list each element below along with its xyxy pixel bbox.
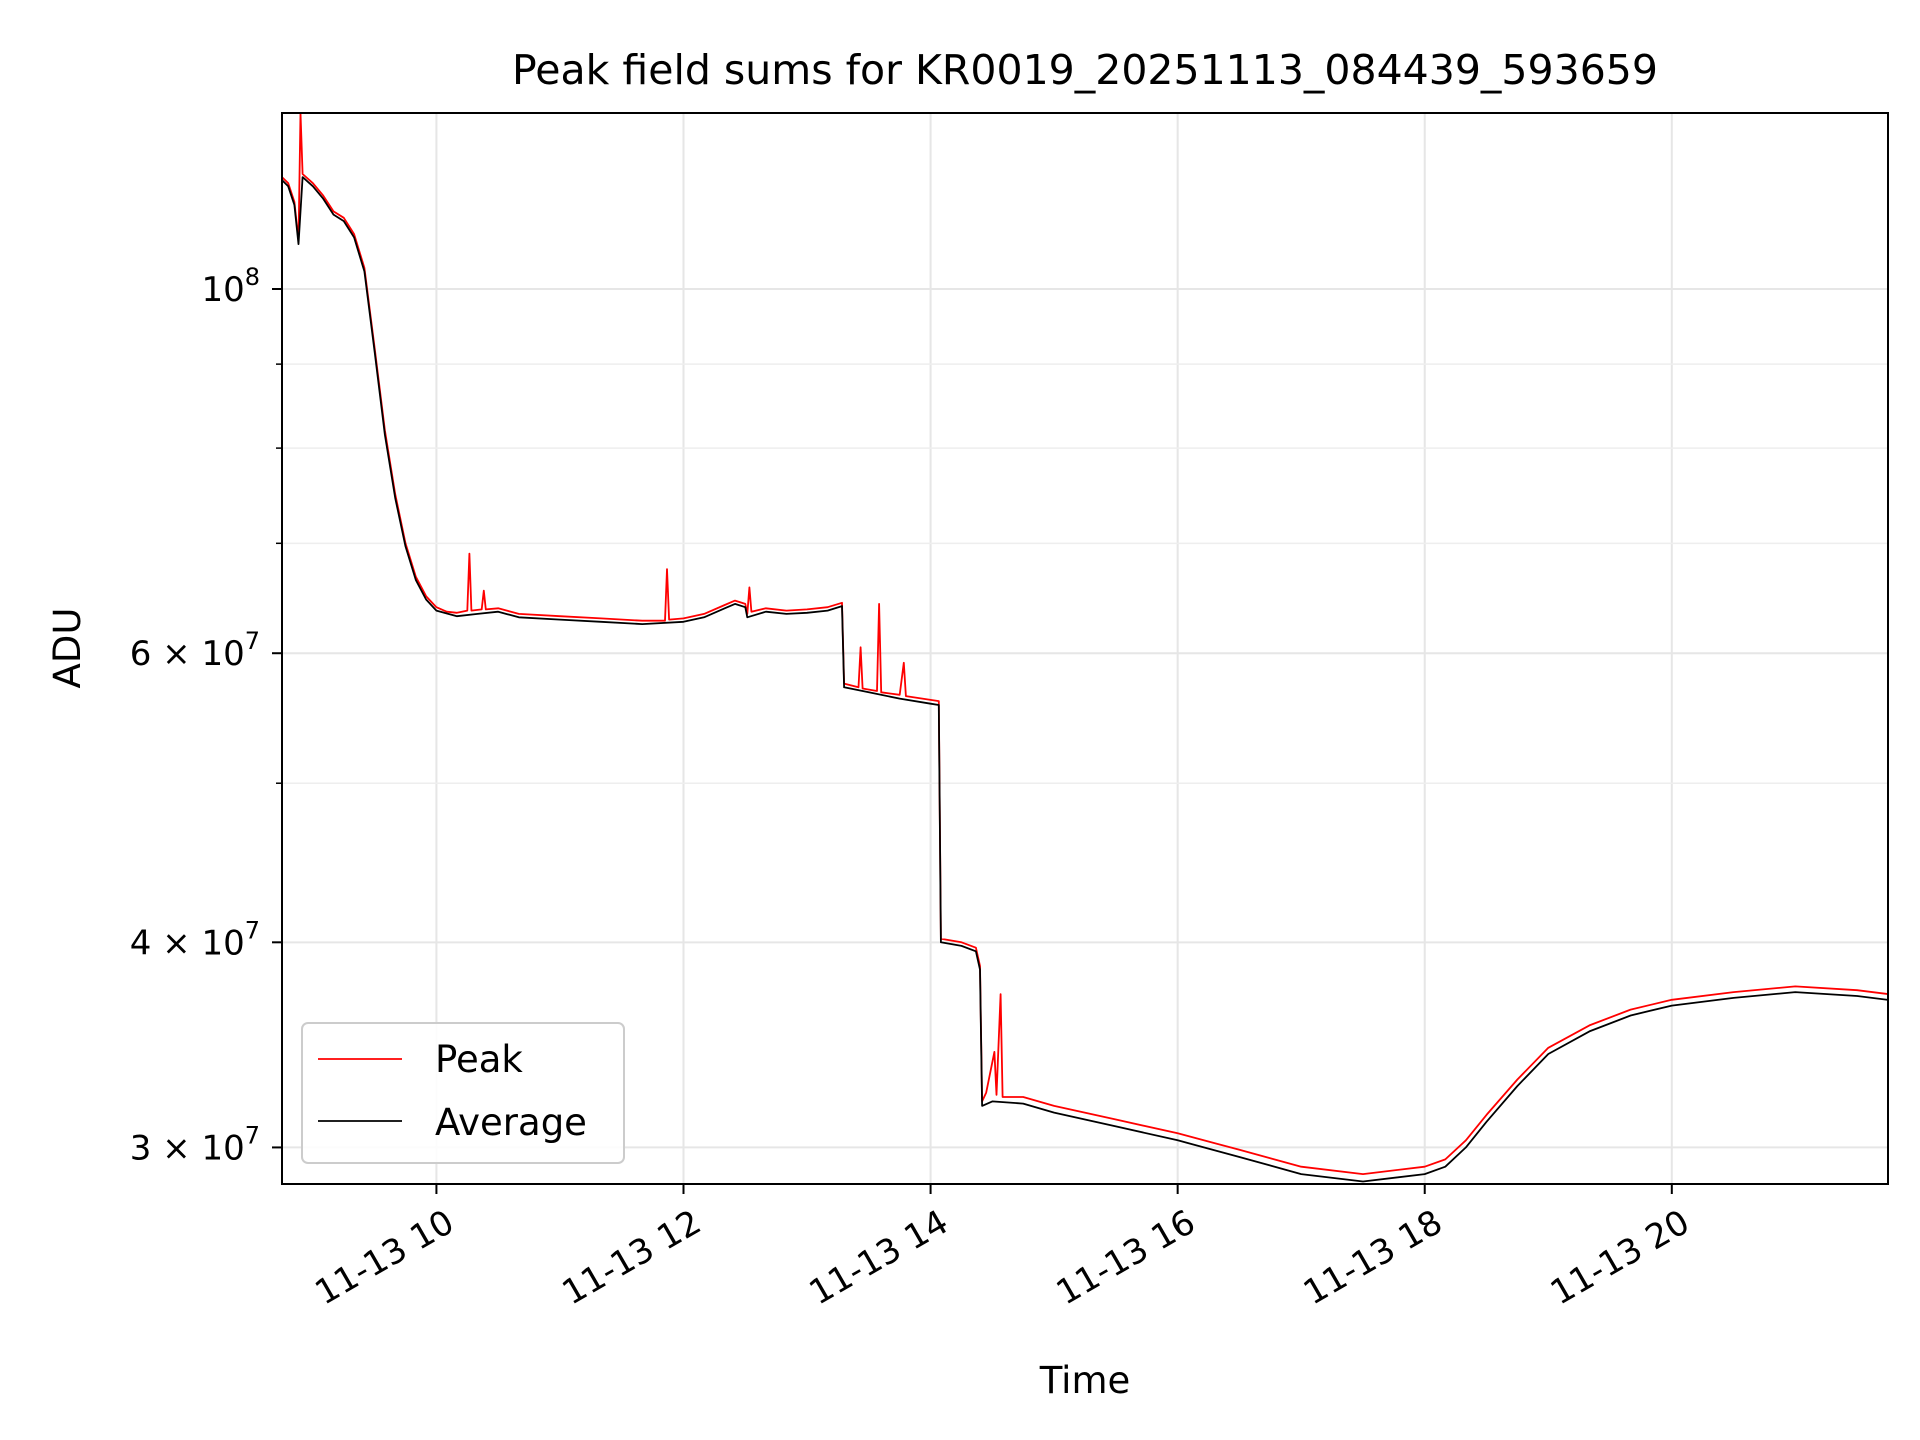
y-tick-label: 4 × 107: [130, 916, 260, 963]
chart-title: Peak field sums for KR0019_20251113_0844…: [512, 46, 1658, 94]
y-tick-base: 6 × 10: [130, 634, 245, 674]
legend: Peak Average: [301, 1022, 625, 1164]
y-tick-exponent: 7: [245, 916, 260, 944]
series-line-average: [282, 176, 1888, 1183]
x-axis-label: Time: [1039, 1359, 1131, 1402]
y-tick-exponent: 7: [245, 1121, 260, 1149]
legend-peak-label: Peak: [435, 1038, 523, 1081]
legend-box: [301, 1022, 625, 1164]
y-tick-label: 3 × 107: [130, 1121, 260, 1168]
legend-average-label: Average: [435, 1101, 587, 1144]
y-tick-label: 6 × 107: [130, 627, 260, 674]
plot-frame: [281, 112, 1889, 1185]
y-tick-label: 108: [201, 263, 260, 310]
y-tick-base: 10: [201, 270, 244, 310]
y-axis-label: ADU: [46, 608, 89, 689]
grid: [282, 113, 1888, 1184]
series-layer: [282, 113, 1888, 1183]
y-tick-exponent: 7: [245, 627, 260, 655]
y-tick-base: 3 × 10: [130, 1128, 245, 1168]
series-line-peak: [282, 113, 1888, 1175]
y-tick-base: 4 × 10: [130, 923, 245, 963]
y-tick-exponent: 8: [245, 263, 260, 291]
